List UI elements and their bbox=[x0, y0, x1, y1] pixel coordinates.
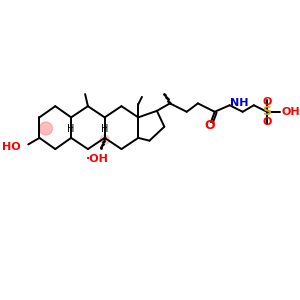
Text: O: O bbox=[262, 117, 272, 127]
Text: HO: HO bbox=[2, 142, 21, 152]
Text: H: H bbox=[68, 124, 75, 134]
Circle shape bbox=[100, 135, 109, 144]
Text: NH: NH bbox=[230, 98, 248, 108]
Text: OH: OH bbox=[282, 107, 300, 117]
Text: S: S bbox=[262, 105, 272, 118]
Text: H: H bbox=[101, 124, 108, 134]
Text: ·OH: ·OH bbox=[86, 154, 109, 164]
Text: O: O bbox=[205, 119, 215, 132]
Circle shape bbox=[39, 122, 52, 135]
Text: O: O bbox=[262, 97, 272, 107]
